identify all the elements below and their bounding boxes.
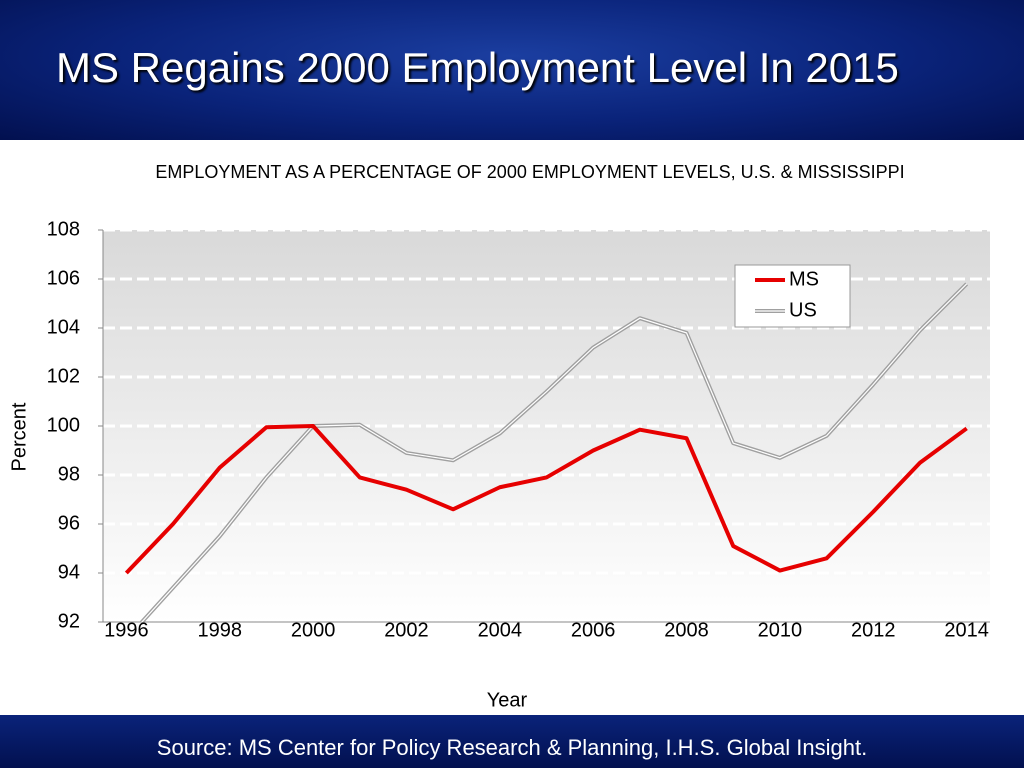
y-tick-label: 104 (47, 316, 80, 338)
series-line-highlight (141, 283, 968, 622)
x-tick-label: 2006 (571, 619, 616, 641)
y-tick-label: 106 (47, 267, 80, 289)
x-tick-label: 2014 (944, 619, 989, 641)
x-tick-label: 2010 (758, 619, 803, 641)
series-line (124, 424, 968, 575)
x-tick-label: 2000 (291, 619, 336, 641)
y-tick-label: 96 (58, 512, 80, 534)
x-tick-label: 1996 (104, 619, 149, 641)
y-tick-label: 94 (58, 561, 80, 583)
x-tick-label: 2004 (478, 619, 523, 641)
y-tick-label: 100 (47, 414, 80, 436)
x-tick-label: 2008 (664, 619, 709, 641)
chart: 92 94 96 98 100 102 104 106 108 1996 1998 2000 2002 2… (8, 218, 990, 711)
plot-lines (124, 282, 969, 622)
y-tick-label: 98 (58, 463, 80, 485)
x-tick-label: 2002 (384, 619, 429, 641)
legend-box (734, 264, 851, 328)
y-tick-label: 102 (47, 365, 80, 387)
y-tick-label: 108 (47, 218, 80, 240)
x-tick-label: 2012 (851, 619, 896, 641)
source-note: Source: MS Center for Policy Research & … (156, 735, 868, 760)
x-tick-label: 1998 (197, 619, 242, 641)
legend-label: US (789, 299, 817, 321)
chart-title: EMPLOYMENT AS A PERCENTAGE OF 2000 EMPLO… (155, 162, 905, 182)
footer: Source: MS Center for Policy Research & … (0, 715, 1024, 768)
x-axis-label: Year (487, 689, 528, 711)
slide-title: MS Regains 2000 Employment Level In 2015 (56, 44, 899, 91)
y-tick-label: 92 (58, 610, 80, 632)
y-axis-label: Percent (8, 402, 30, 471)
header: MS Regains 2000 Employment Level In 2015 (0, 0, 1024, 140)
legend-label: MS (789, 268, 819, 290)
